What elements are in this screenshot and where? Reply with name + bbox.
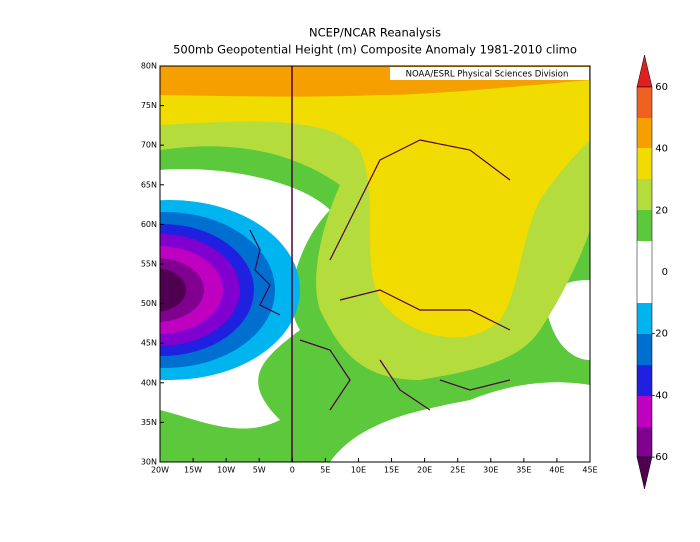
lat-label: 35N (141, 418, 157, 427)
lat-label: 55N (141, 260, 157, 269)
credit-box (390, 67, 589, 80)
colorbar-label: 0 (662, 267, 668, 278)
lon-label: 20W (151, 466, 169, 475)
lat-label: 70N (141, 141, 157, 150)
colorbar-label: 40 (655, 144, 668, 155)
lat-label: 65N (141, 180, 157, 189)
colorbar-label: -20 (652, 329, 668, 340)
lon-label: 15E (384, 466, 399, 475)
colorbar-label: -60 (652, 452, 668, 463)
lat-label: 45N (141, 339, 157, 348)
lon-label: 10W (217, 466, 235, 475)
lon-label: 30E (483, 466, 498, 475)
lon-label: 15W (184, 466, 202, 475)
colorbar-label: 60 (655, 82, 668, 93)
lat-label: 60N (141, 220, 157, 229)
lon-label: 10E (351, 466, 366, 475)
subtitle: 500mb Geopotential Height (m) Composite … (173, 43, 577, 57)
colorbar-label: -40 (652, 390, 668, 401)
title: NCEP/NCAR Reanalysis (309, 26, 441, 40)
lat-label: 50N (141, 299, 157, 308)
credit: NOAA/ESRL Physical Sciences Division (406, 70, 569, 80)
lat-label: 30N (141, 458, 157, 467)
lat-label: 80N (141, 62, 157, 71)
lon-label: 35E (516, 466, 531, 475)
lon-label: 25E (450, 466, 465, 475)
lon-label: 40E (549, 466, 564, 475)
lon-label: 5E (320, 466, 330, 475)
lon-label: 45E (582, 466, 597, 475)
lon-label: 0 (290, 466, 295, 475)
colorbar (636, 54, 653, 490)
map-fill (160, 66, 590, 462)
lat-label: 40N (141, 378, 157, 387)
colorbar-label: 20 (655, 205, 668, 216)
lon-label: 5W (253, 466, 266, 475)
lon-label: 20E (417, 466, 432, 475)
lat-label: 75N (141, 101, 157, 110)
